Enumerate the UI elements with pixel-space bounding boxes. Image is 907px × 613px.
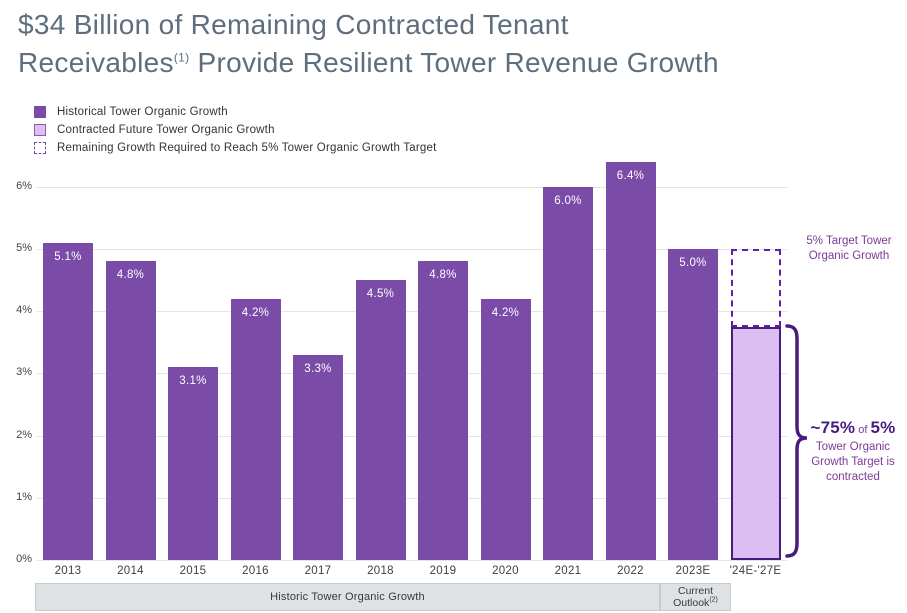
- bar-2021: 6.0%: [543, 186, 593, 560]
- bar-2023E: 5.0%: [668, 249, 718, 560]
- bar-2013: 5.1%: [43, 242, 93, 560]
- gridline: [37, 186, 787, 188]
- y-axis-tick-label: 5%: [16, 242, 32, 254]
- bar-value-label: 6.4%: [616, 169, 645, 182]
- historic-band-label: Historic Tower Organic Growth: [270, 591, 425, 603]
- bar-2015: 3.1%: [168, 367, 218, 560]
- bar-2020: 4.2%: [480, 298, 531, 560]
- x-axis-tick-label: 2014: [117, 565, 144, 577]
- bar-value-label: 3.1%: [179, 375, 207, 388]
- legend-label: Remaining Growth Required to Reach 5% To…: [57, 142, 437, 154]
- light-purple-swatch-icon: [34, 124, 46, 136]
- legend-item-contracted: Contracted Future Tower Organic Growth: [34, 121, 436, 139]
- footnote-2-marker: (2): [709, 596, 718, 604]
- legend-label: Contracted Future Tower Organic Growth: [57, 124, 275, 136]
- x-axis-tick-label: 2021: [554, 565, 582, 577]
- current-outlook-band: Current Outlook(2): [660, 583, 731, 611]
- bar-value-label: 5.1%: [54, 250, 82, 263]
- x-axis-tick-label: 2018: [367, 565, 394, 577]
- contracted-target-text: 5%: [870, 418, 896, 437]
- contracted-annotation: ~75% of 5% Tower Organic Growth Target i…: [800, 418, 906, 486]
- bar-value-label: 6.0%: [554, 194, 582, 207]
- target-growth-annotation: 5% Target Tower Organic Growth: [806, 235, 892, 263]
- y-axis-tick-label: 6%: [16, 179, 32, 192]
- bar-2014: 4.8%: [105, 261, 156, 560]
- bar-value-label: 3.3%: [304, 362, 332, 375]
- chart-legend: Historical Tower Organic Growth Contract…: [34, 103, 436, 157]
- title-line-2: Receivables(1) Provide Resilient Tower R…: [18, 47, 719, 78]
- bar-2019: 4.8%: [418, 261, 468, 560]
- page-title: $34 Billion of Remaining Contracted Tena…: [18, 6, 719, 82]
- x-axis-tick-label: 2022: [617, 565, 644, 577]
- legend-label: Historical Tower Organic Growth: [57, 106, 228, 118]
- x-axis-tick-label: 2016: [242, 565, 269, 577]
- bar-value-label: 4.8%: [116, 269, 145, 282]
- contracted-future-bar: [730, 326, 781, 560]
- bar-2022: 6.4%: [605, 161, 656, 560]
- bar-value-label: 4.2%: [241, 306, 270, 319]
- contracted-annotation-body: Tower Organic Growth Target is contracte…: [811, 441, 895, 484]
- solid-purple-swatch-icon: [34, 106, 46, 118]
- legend-item-historical: Historical Tower Organic Growth: [34, 103, 436, 121]
- bar-value-label: 4.2%: [491, 306, 520, 319]
- gridline: [37, 311, 787, 313]
- contracted-of-text: of: [855, 424, 871, 436]
- contracted-annotation-headline: ~75% of 5%: [800, 418, 906, 438]
- gridline: [37, 435, 787, 437]
- bar-value-label: 5.0%: [679, 257, 707, 269]
- y-axis-tick-label: 0%: [16, 553, 32, 565]
- title-line-1: $34 Billion of Remaining Contracted Tena…: [18, 9, 569, 40]
- x-axis-tick-label: '24E-'27E: [729, 565, 782, 577]
- bar-2016: 4.2%: [230, 298, 281, 560]
- x-axis-tick-label: 2020: [492, 565, 519, 577]
- bar-2018: 4.5%: [355, 280, 406, 560]
- bar-value-label: 4.8%: [429, 269, 457, 282]
- gridline: [37, 249, 787, 250]
- current-outlook-label: Current Outlook(2): [673, 584, 718, 609]
- x-axis-tick-label: 2013: [54, 565, 82, 577]
- contracted-bracket: [785, 324, 808, 558]
- y-axis-tick-label: 3%: [16, 366, 32, 379]
- x-axis-tick-label: 2023E: [675, 565, 711, 577]
- y-axis-tick-label: 2%: [16, 428, 32, 441]
- contracted-pct-text: ~75%: [810, 418, 856, 437]
- historic-period-band: Historic Tower Organic Growth: [35, 583, 660, 611]
- footnote-1-marker: (1): [173, 50, 190, 65]
- legend-item-remaining: Remaining Growth Required to Reach 5% To…: [34, 139, 436, 157]
- gridline: [37, 373, 787, 375]
- bar-value-label: 4.5%: [366, 288, 395, 301]
- y-axis-tick-label: 1%: [16, 490, 32, 503]
- gridline: [37, 560, 787, 561]
- x-axis-tick-label: 2019: [429, 565, 457, 577]
- x-axis-tick-label: 2015: [179, 565, 207, 577]
- y-axis-tick-label: 4%: [16, 304, 32, 317]
- remaining-growth-dashed-box: [730, 249, 781, 327]
- dashed-outline-swatch-icon: [34, 142, 46, 154]
- x-axis-tick-label: 2017: [304, 565, 332, 577]
- bar-2017: 3.3%: [293, 354, 343, 560]
- gridline: [37, 497, 787, 499]
